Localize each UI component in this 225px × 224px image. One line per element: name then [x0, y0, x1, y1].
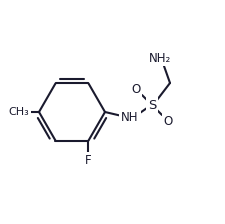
Text: CH₃: CH₃ — [9, 107, 29, 117]
Text: O: O — [163, 114, 172, 127]
Text: NH₂: NH₂ — [148, 52, 170, 65]
Text: S: S — [147, 99, 155, 112]
Text: O: O — [131, 82, 140, 95]
Text: NH: NH — [121, 110, 138, 123]
Text: F: F — [85, 154, 91, 167]
